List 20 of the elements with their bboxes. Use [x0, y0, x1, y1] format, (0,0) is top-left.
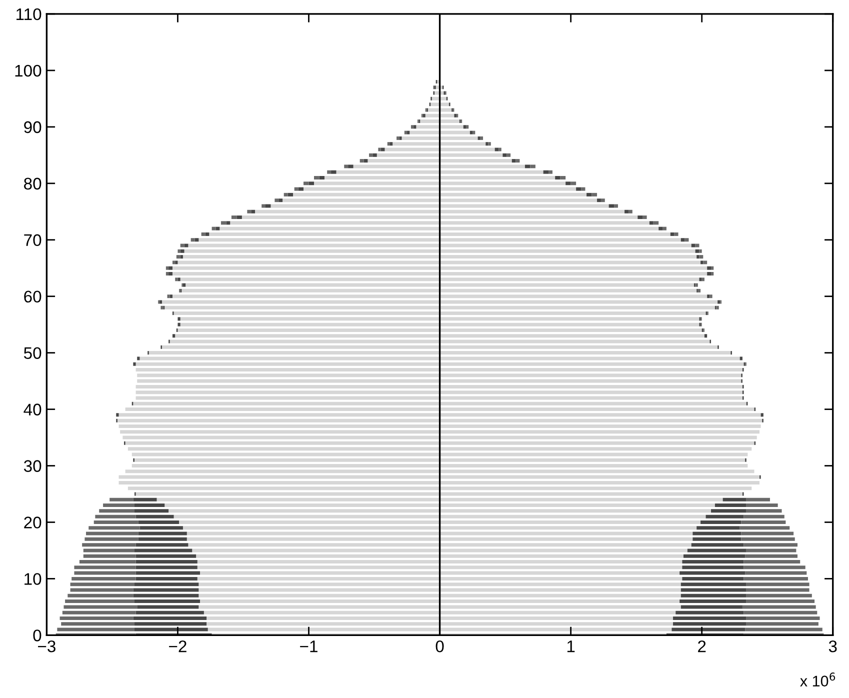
y-tick-label: 0 — [33, 630, 42, 642]
x-tick-label: 2 — [698, 640, 706, 652]
x-tick-label: −2 — [169, 640, 186, 652]
y-tick-label: 20 — [24, 516, 42, 528]
x-tick-label: 0 — [436, 640, 444, 652]
y-tick-label: 90 — [24, 121, 42, 134]
y-tick-label: 80 — [24, 178, 42, 190]
y-tick-label: 110 — [16, 8, 42, 20]
x-tick-label: 3 — [828, 640, 837, 652]
x-tick-label: 1 — [567, 640, 575, 652]
x-tick-label: −1 — [300, 640, 318, 652]
y-tick-label: 40 — [24, 404, 42, 416]
y-tick-label: 50 — [24, 347, 42, 360]
y-tick-label: 60 — [24, 290, 42, 303]
y-tick-label: 30 — [24, 460, 42, 472]
y-tick-label: 70 — [24, 234, 42, 246]
text: x 10$^{6}$ — [800, 672, 836, 686]
x-tick-label: −3 — [38, 640, 56, 652]
y-tick-label: 10 — [24, 573, 42, 585]
y-tick-label: 100 — [15, 64, 42, 77]
